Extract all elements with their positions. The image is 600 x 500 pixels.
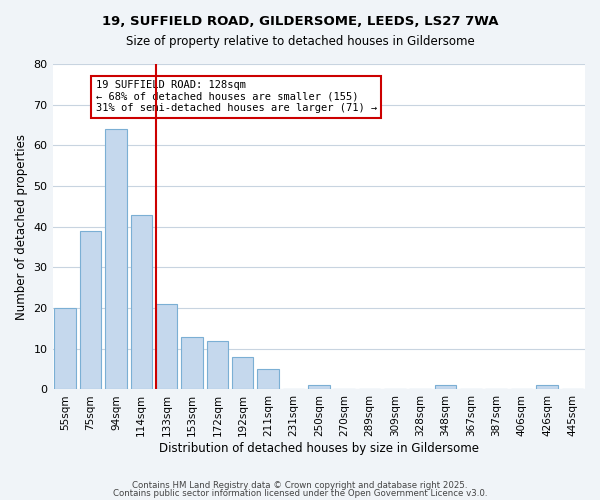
Bar — [105, 129, 127, 390]
Bar — [156, 304, 178, 390]
Text: Contains HM Land Registry data © Crown copyright and database right 2025.: Contains HM Land Registry data © Crown c… — [132, 481, 468, 490]
Bar — [206, 340, 228, 390]
Text: 19 SUFFIELD ROAD: 128sqm
← 68% of detached houses are smaller (155)
31% of semi-: 19 SUFFIELD ROAD: 128sqm ← 68% of detach… — [95, 80, 377, 114]
Bar — [536, 386, 558, 390]
X-axis label: Distribution of detached houses by size in Gildersome: Distribution of detached houses by size … — [159, 442, 479, 455]
Bar — [55, 308, 76, 390]
Bar — [80, 231, 101, 390]
Bar — [257, 369, 279, 390]
Text: Size of property relative to detached houses in Gildersome: Size of property relative to detached ho… — [125, 35, 475, 48]
Bar — [181, 336, 203, 390]
Text: Contains public sector information licensed under the Open Government Licence v3: Contains public sector information licen… — [113, 488, 487, 498]
Text: 19, SUFFIELD ROAD, GILDERSOME, LEEDS, LS27 7WA: 19, SUFFIELD ROAD, GILDERSOME, LEEDS, LS… — [102, 15, 498, 28]
Bar — [131, 214, 152, 390]
Y-axis label: Number of detached properties: Number of detached properties — [15, 134, 28, 320]
Bar — [435, 386, 457, 390]
Bar — [308, 386, 329, 390]
Bar — [232, 357, 253, 390]
